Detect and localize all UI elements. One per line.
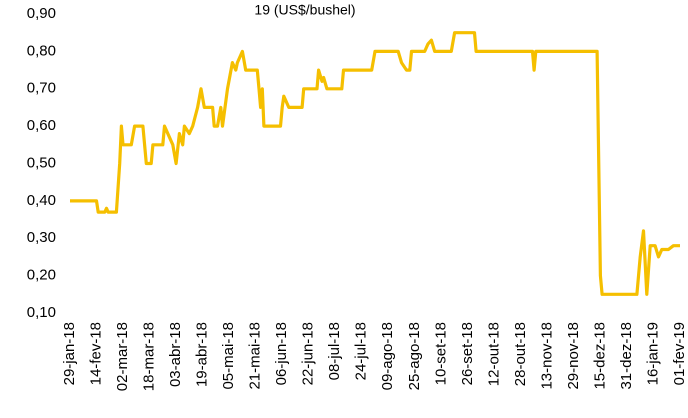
y-tick-label: 0,10 — [27, 304, 56, 321]
x-tick-label: 12-out-18 — [485, 322, 502, 386]
x-tick-label: 14-fev-18 — [87, 322, 104, 385]
x-tick-label: 29-jan-18 — [61, 322, 78, 385]
x-tick-label: 19-abr-18 — [194, 322, 211, 387]
x-tick-label: 22-jun-18 — [300, 322, 317, 385]
chart-title: 19 (US$/bushel) — [254, 2, 355, 18]
x-tick-label: 05-mai-18 — [220, 322, 237, 390]
x-tick-label: 25-ago-18 — [406, 322, 423, 390]
x-tick-label: 21-mai-18 — [247, 322, 264, 390]
x-tick-label: 16-jan-19 — [644, 322, 661, 385]
x-tick-label: 24-jul-18 — [353, 322, 370, 380]
y-tick-label: 0,40 — [27, 192, 56, 209]
x-tick-label: 28-out-18 — [512, 322, 529, 386]
x-tick-label: 02-mar-18 — [114, 322, 131, 391]
x-tick-label: 18-mar-18 — [141, 322, 158, 391]
y-tick-label: 0,50 — [27, 154, 56, 171]
x-tick-label: 31-dez-18 — [618, 322, 635, 390]
y-tick-label: 0,60 — [27, 117, 56, 134]
y-tick-label: 0,90 — [27, 5, 56, 22]
x-tick-label: 08-jul-18 — [326, 322, 343, 380]
x-tick-label: 01-fev-19 — [671, 322, 688, 385]
x-tick-label: 26-set-18 — [459, 322, 476, 385]
x-tick-label: 29-nov-18 — [565, 322, 582, 390]
x-tick-label: 13-nov-18 — [538, 322, 555, 390]
line-series — [70, 31, 680, 296]
x-tick-label: 10-set-18 — [432, 322, 449, 385]
y-tick-label: 0,80 — [27, 42, 56, 59]
x-tick-label: 09-ago-18 — [379, 322, 396, 390]
y-tick-label: 0,20 — [27, 267, 56, 284]
y-tick-label: 0,30 — [27, 229, 56, 246]
x-tick-label: 06-jun-18 — [273, 322, 290, 385]
x-tick-label: 15-dez-18 — [591, 322, 608, 390]
x-tick-label: 03-abr-18 — [167, 322, 184, 387]
y-tick-label: 0,70 — [27, 80, 56, 97]
